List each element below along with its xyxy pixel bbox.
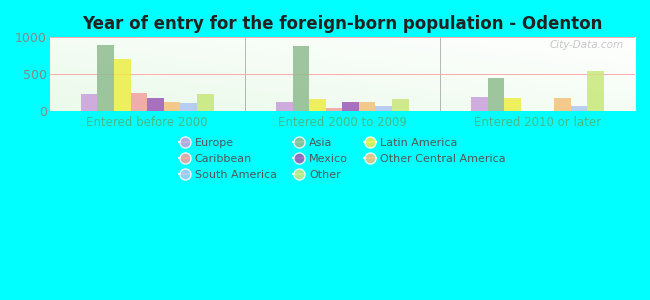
Legend: Europe, Caribbean, South America, Asia, Mexico, Other, Latin America, Other Cent: Europe, Caribbean, South America, Asia, … — [175, 133, 510, 184]
Bar — [488, 78, 504, 111]
Bar — [392, 99, 409, 111]
Bar — [292, 46, 309, 111]
Bar — [326, 108, 343, 111]
Bar — [276, 102, 292, 111]
Bar — [554, 98, 571, 111]
Bar — [197, 94, 214, 111]
Bar — [504, 98, 521, 111]
Text: City-Data.com: City-Data.com — [549, 40, 623, 50]
Bar — [131, 93, 147, 111]
Bar — [98, 45, 114, 111]
Bar — [571, 106, 587, 111]
Bar — [164, 102, 181, 111]
Bar — [343, 102, 359, 111]
Title: Year of entry for the foreign-born population - Odenton: Year of entry for the foreign-born popul… — [82, 15, 603, 33]
Bar — [114, 59, 131, 111]
Bar — [376, 106, 392, 111]
Bar — [359, 102, 376, 111]
Bar — [309, 99, 326, 111]
Bar — [81, 94, 98, 111]
Bar — [181, 103, 197, 111]
Bar — [471, 97, 488, 111]
Bar — [147, 98, 164, 111]
Bar — [587, 71, 604, 111]
